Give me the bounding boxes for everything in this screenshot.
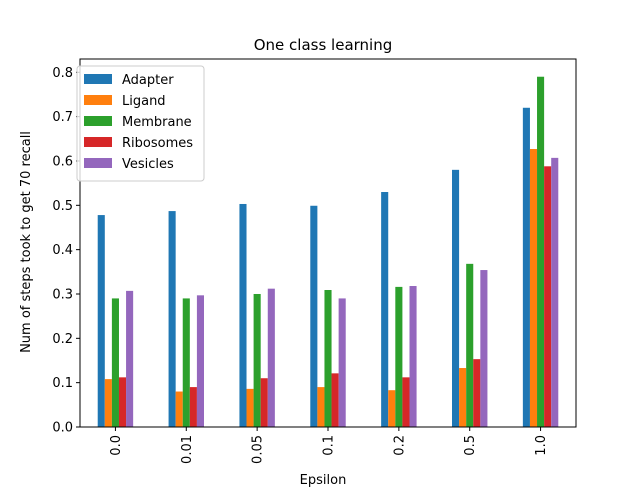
bar-ligand-0.05	[246, 388, 254, 427]
bar-ribosomes-0.2	[402, 377, 410, 427]
legend-label-vesicles: Vesicles	[122, 157, 174, 172]
bar-membrane-0.0	[111, 298, 119, 427]
legend-swatch-adapter	[84, 74, 112, 84]
bar-ligand-0.0	[104, 379, 112, 427]
x-tick-label: 0.01	[180, 435, 195, 464]
y-tick-label: 0.5	[52, 199, 73, 214]
bar-vesicles-0.5	[480, 270, 488, 427]
legend-swatch-vesicles	[84, 158, 112, 168]
bar-adapter-0.2	[381, 192, 389, 427]
bar-vesicles-0.0	[126, 290, 134, 427]
bar-adapter-0.05	[239, 203, 247, 427]
bar-ligand-1.0	[529, 149, 538, 427]
bar-vesicles-1.0	[551, 157, 559, 427]
bar-vesicles-0.2	[409, 286, 417, 427]
chart-title: One class learning	[254, 36, 393, 54]
x-tick-label: 0.1	[322, 435, 337, 456]
axes-layer: 0.0 0.1 0.2 0.3 0.4 0.5 0.6 0.7 0.8 0.0 0.01 0.05 0.…	[52, 58, 577, 464]
y-tick-label: 0.4	[52, 243, 73, 258]
y-axis-title: Num of steps took to get 70 recall	[19, 131, 34, 353]
legend-label-adapter: Adapter	[122, 73, 174, 88]
x-tick-label: 0.2	[392, 435, 407, 456]
bar-ligand-0.2	[388, 390, 396, 427]
y-tick-label: 0.3	[52, 287, 73, 302]
legend-box	[76, 65, 205, 182]
bar-membrane-1.0	[537, 76, 545, 427]
bar-adapter-1.0	[522, 107, 530, 428]
x-tick-label: 0.0	[109, 435, 124, 456]
bar-membrane-0.01	[182, 298, 190, 427]
bar-membrane-0.5	[466, 263, 474, 427]
bar-ribosomes-0.01	[189, 387, 197, 427]
bar-ribosomes-0.05	[260, 378, 268, 427]
bar-membrane-0.2	[395, 286, 403, 427]
bar-adapter-0.5	[452, 169, 460, 427]
y-tick-label: 0.0	[52, 421, 73, 436]
legend-label-membrane: Membrane	[122, 115, 192, 130]
bar-membrane-0.05	[253, 293, 261, 427]
bar-adapter-0.1	[310, 205, 318, 427]
y-tick-label: 0.1	[52, 376, 73, 391]
legend-swatch-ribosomes	[84, 137, 112, 147]
legend-swatch-membrane	[84, 116, 112, 126]
bar-ligand-0.1	[317, 387, 325, 427]
legend-label-ligand: Ligand	[122, 94, 166, 109]
y-tick-label: 0.6	[52, 154, 73, 169]
bar-ligand-0.01	[175, 391, 183, 427]
x-tick-label: 0.5	[463, 435, 478, 456]
bar-ribosomes-0.5	[473, 359, 481, 427]
bar-membrane-0.1	[324, 290, 332, 427]
legend-label-ribosomes: Ribosomes	[122, 136, 193, 151]
bar-ribosomes-1.0	[544, 166, 552, 428]
y-tick-label: 0.8	[52, 66, 73, 81]
bars-layer	[97, 76, 559, 428]
bar-adapter-0.0	[97, 215, 105, 427]
bar-vesicles-0.01	[196, 295, 204, 427]
bar-ribosomes-0.1	[331, 373, 339, 427]
x-tick-label: 0.05	[251, 435, 266, 464]
legend-swatch-ligand	[84, 95, 112, 105]
x-axis-title: Epsilon	[300, 473, 347, 488]
y-tick-label: 0.7	[52, 110, 73, 125]
bar-ribosomes-0.0	[118, 377, 127, 427]
bar-vesicles-0.05	[267, 288, 275, 427]
x-tick-label: 1.0	[534, 435, 549, 456]
bar-ligand-0.5	[459, 368, 467, 427]
legend: Adapter Ligand Membrane Ribosomes Vesicles	[76, 65, 205, 182]
bar-vesicles-0.1	[338, 298, 346, 427]
y-tick-label: 0.2	[52, 332, 73, 347]
bar-adapter-0.01	[168, 211, 176, 427]
